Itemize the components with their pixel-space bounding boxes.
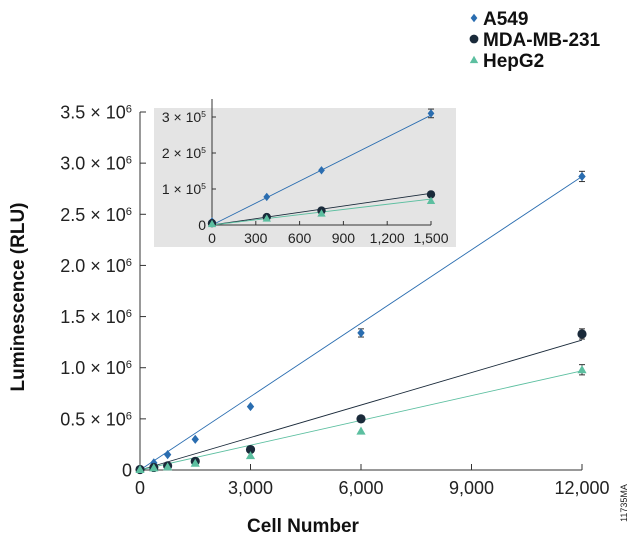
legend-label-hepg2: HepG2 [483,51,544,72]
inset-point-a549 [263,192,271,202]
main-point-a549 [163,450,172,460]
inset-y-tick-label: 1 × 105 [162,181,206,197]
main-y-tick-label: 2.0 × 106 [60,256,132,276]
inset-point-a549 [427,109,435,118]
main-x-tick-label: 12,000 [554,478,609,498]
inset-point-a549 [318,166,325,175]
inset-x-tick-label: 1,500 [413,230,448,246]
main-y-tick-label: 1.0 × 106 [60,358,132,378]
inset-y-tick-label: 3 × 105 [162,109,206,125]
main-y-tick-label: 3.5 × 106 [60,102,132,122]
legend-marker-hepg2 [469,55,479,64]
figure-code: 11735MA [619,484,629,522]
main-y-tick-label: 1.5 × 106 [60,307,132,327]
inset-x-tick-label: 600 [288,230,312,246]
main-fit-line-a549 [139,176,583,471]
inset-point-hepg2 [207,219,217,228]
main-y-tick-label: 2.5 × 106 [60,205,132,225]
main-x-tick-label: 9,000 [449,478,494,498]
main-point-hepg2 [149,463,159,472]
main-point-a549 [357,328,365,338]
inset-x-tick-label: 0 [208,230,216,246]
main-point-hepg2 [190,458,200,467]
main-point-hepg2 [245,451,256,460]
main-point-mda-mb-231 [356,414,366,424]
main-point-a549 [578,171,586,182]
main-point-mda-mb-231 [577,329,587,339]
inset-x-tick-label: 300 [244,230,268,246]
inset-point-mda-mb-231 [426,190,436,199]
inset-plot-background [154,108,456,247]
inset-point-hepg2 [426,196,436,205]
main-x-tick-label: 0 [135,478,145,498]
main-point-hepg2 [577,365,587,374]
main-point-hepg2 [135,464,145,473]
main-point-mda-mb-231 [245,444,256,455]
main-y-tick-label: 0 [122,460,132,480]
main-point-hepg2 [163,462,173,471]
main-plot: 0 0.5 × 106 1.0 × 106 1.5 × 106 2.0 × 106 2.5… [60,102,609,498]
y-axis-title: Luminescence (RLU) [8,203,29,392]
main-y-tick-label: 3.0 × 106 [60,154,132,174]
legend-item-mda-mb-231: MDA-MB-231 [469,30,601,51]
inset-point-hepg2 [317,209,326,217]
legend-item-a549: A549 [470,9,528,30]
inset-y-tick-label: 0 [198,217,206,233]
inset-point-hepg2 [262,214,271,222]
inset-x-tick-label: 1,200 [370,230,405,246]
main-point-a549 [246,401,255,412]
main-fit-line-mda-mb-231 [139,339,583,471]
legend-marker-a549 [470,13,478,23]
x-axis-title: Cell Number [247,516,360,537]
inset-plot: 0 1 × 105 2 × 105 3 × 105 0 300 600 900 1,200 1,5… [162,99,449,246]
main-point-a549 [191,434,199,444]
main-x-tick-label: 6,000 [338,478,383,498]
inset-x-tick-label: 900 [332,230,356,246]
inset-y-tick-label: 2 × 105 [162,145,206,161]
legend-item-hepg2: HepG2 [469,51,544,72]
legend-label-mda-mb-231: MDA-MB-231 [483,30,601,51]
legend-label-a549: A549 [483,9,528,30]
main-y-tick-label: 0.5 × 106 [60,409,132,429]
main-point-a549 [150,458,158,468]
main-point-hepg2 [356,426,366,435]
main-x-tick-label: 3,000 [228,478,273,498]
legend-marker-mda-mb-231 [469,34,479,44]
